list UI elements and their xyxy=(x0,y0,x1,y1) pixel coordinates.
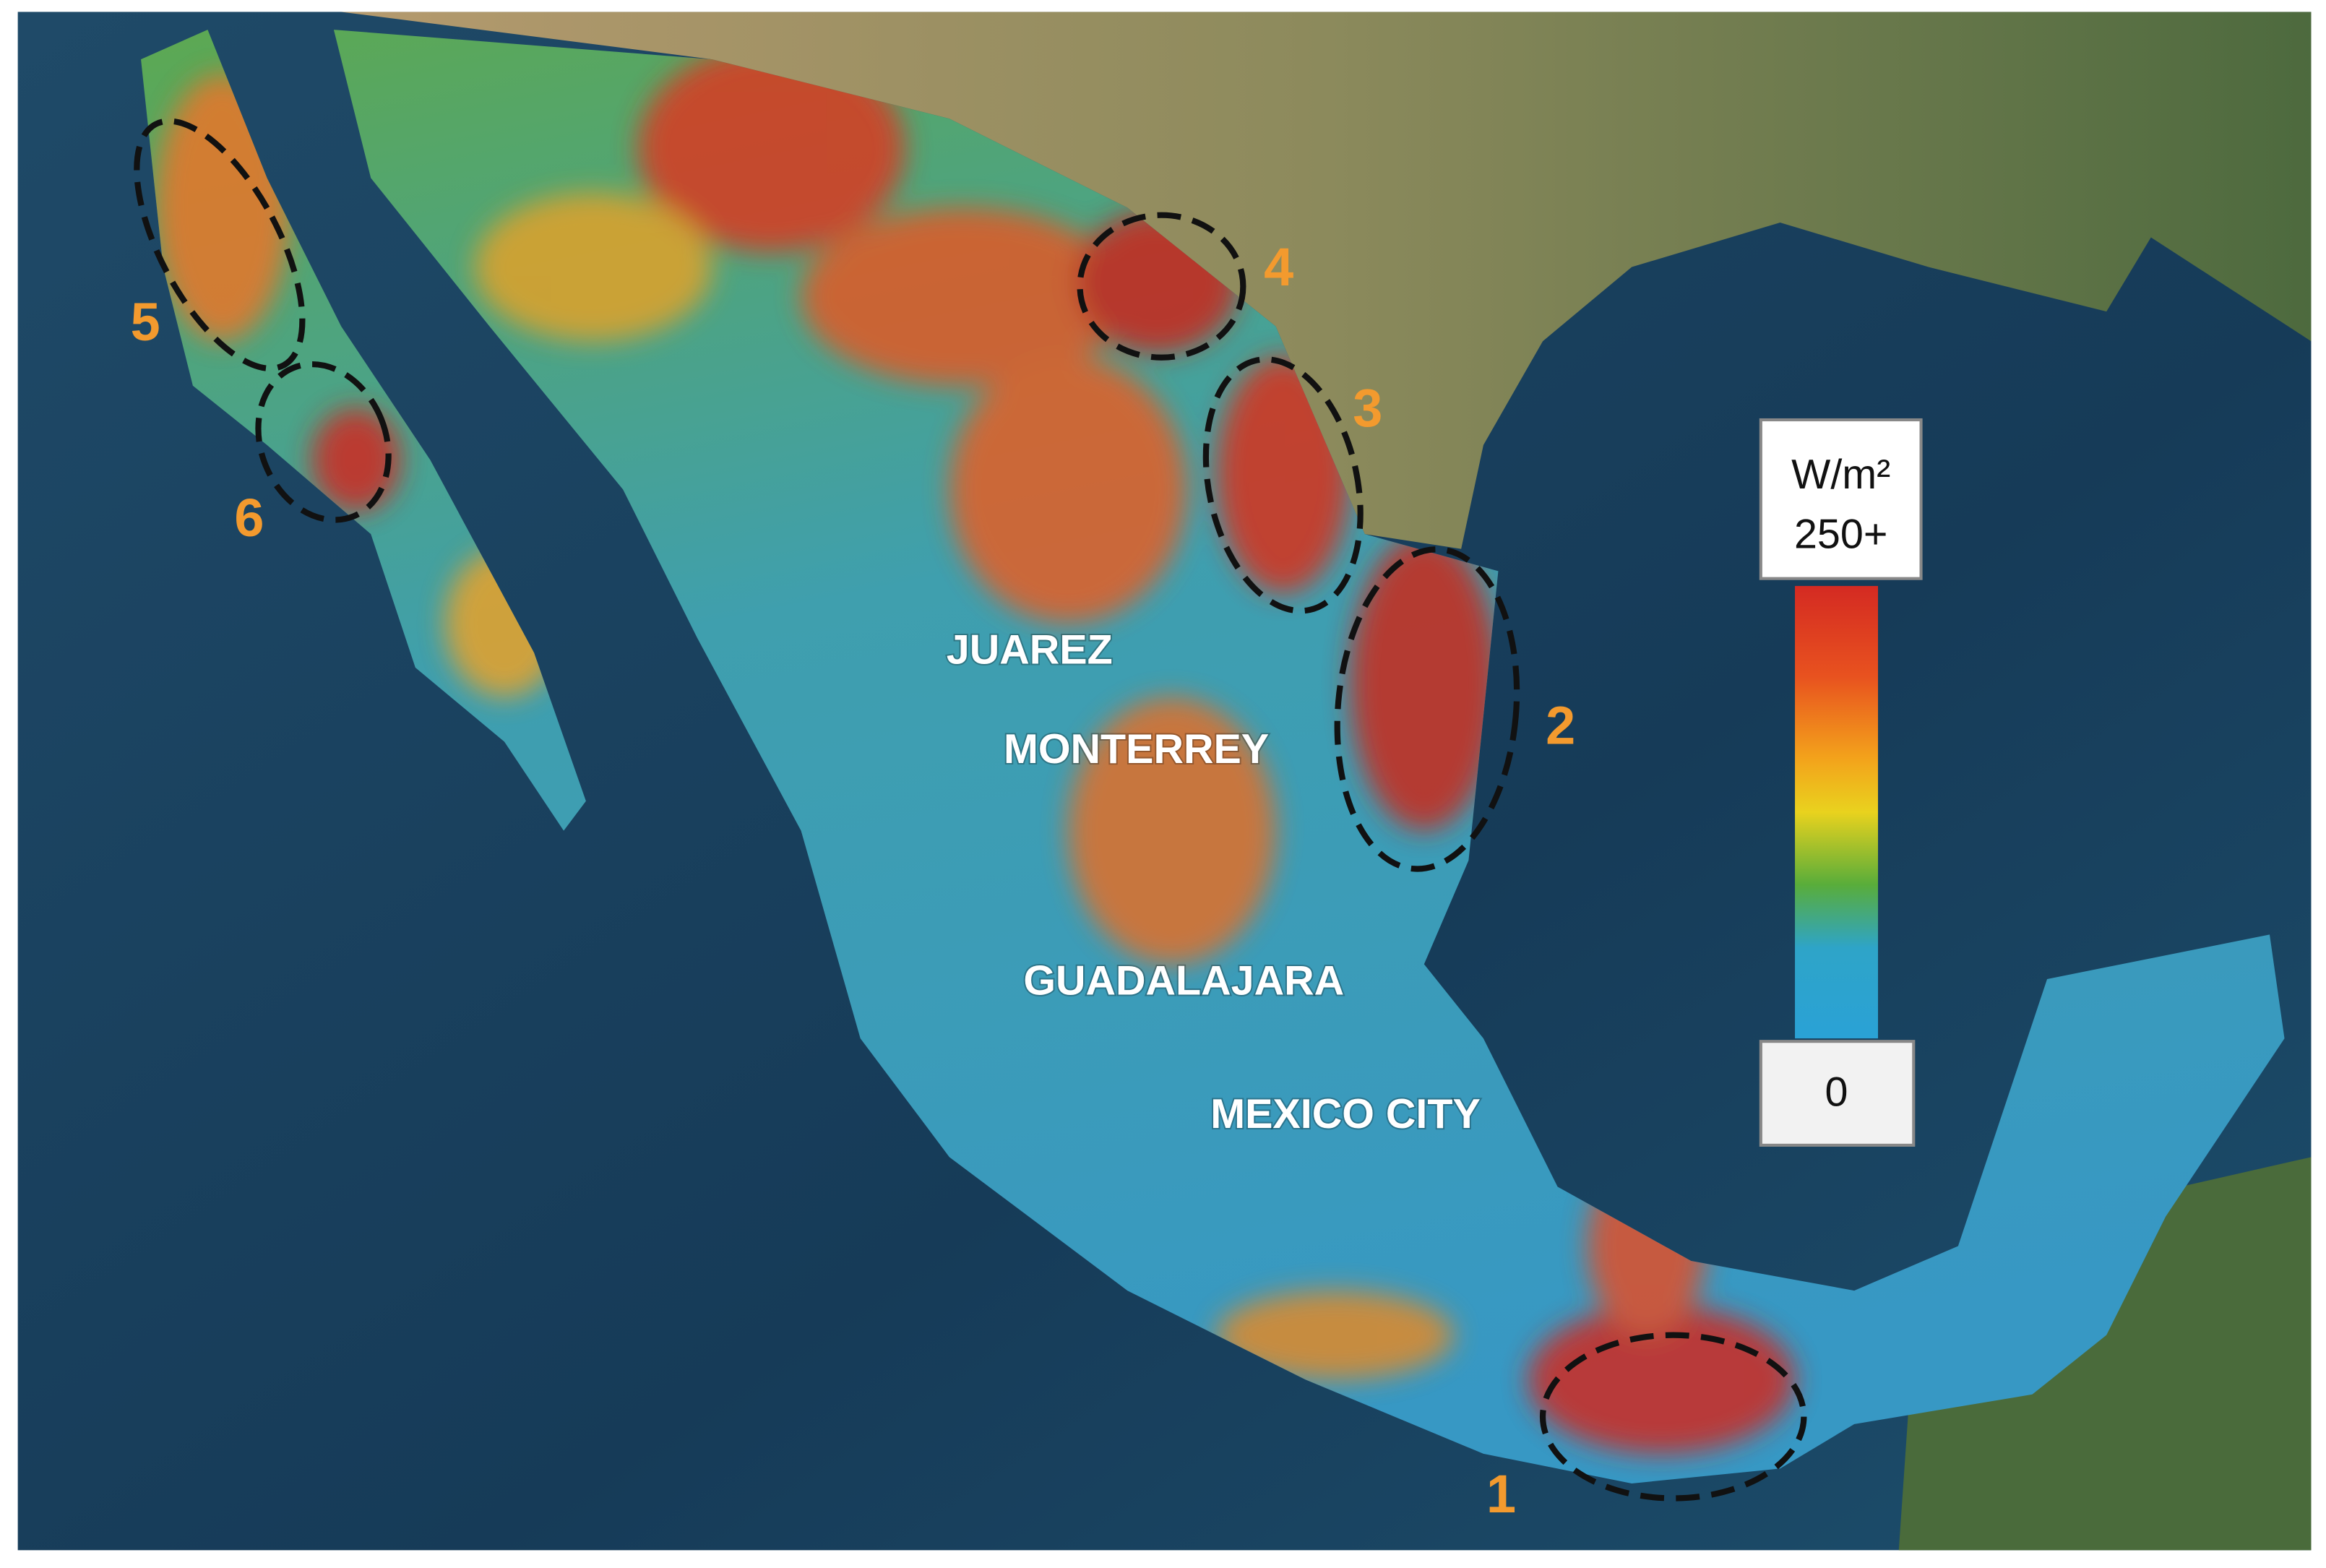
region-number: 5 xyxy=(131,292,160,352)
city-label: MEXICO CITY xyxy=(1210,1091,1481,1137)
legend-min-box xyxy=(1759,1040,1916,1147)
region-ring xyxy=(255,361,392,523)
legend-min: 0 xyxy=(1825,1069,1848,1115)
legend-header-box xyxy=(1759,418,1923,580)
region-number: 1 xyxy=(1486,1464,1516,1524)
central-america-land xyxy=(1898,1157,2312,1551)
region-ring xyxy=(1334,546,1520,872)
legend-color-bar xyxy=(1795,585,1879,1039)
legend: W/m² 250+ 0 xyxy=(1759,418,1923,1147)
region-number: 4 xyxy=(1264,237,1293,297)
region-ring xyxy=(1539,1332,1807,1502)
region-ring xyxy=(1202,356,1364,614)
region-number: 2 xyxy=(1546,696,1575,756)
city-label: JUAREZ xyxy=(947,627,1113,673)
us-land xyxy=(341,12,2312,549)
legend-max: 250+ xyxy=(1794,511,1887,557)
region-rings xyxy=(134,118,1807,1502)
region-ring xyxy=(1077,212,1246,361)
city-label: GUADALAJARA xyxy=(1023,957,1344,1004)
legend-unit: W/m² xyxy=(1791,452,1890,498)
city-label: MONTERREY xyxy=(1004,726,1269,772)
region-ring xyxy=(134,118,306,372)
region-number: 6 xyxy=(234,488,264,548)
region-number: 3 xyxy=(1353,378,1382,438)
